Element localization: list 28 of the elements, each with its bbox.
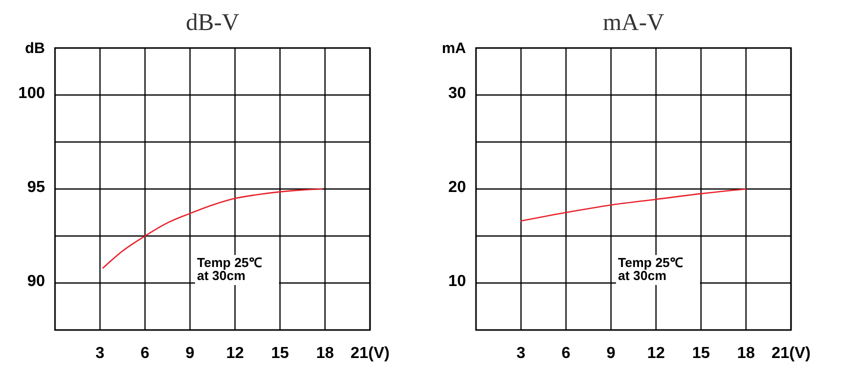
y-tick-label: 30	[448, 85, 466, 102]
y-tick-label: 90	[27, 273, 46, 290]
y-axis-title: mA	[442, 40, 466, 57]
x-tick-label: 21(V)	[771, 345, 811, 362]
x-tick-label: 9	[606, 345, 616, 362]
y-tick-label: 95	[27, 179, 46, 196]
x-tick-label: 3	[516, 345, 526, 362]
x-tick-label: 12	[647, 345, 665, 362]
x-tick-label: 21(V)	[350, 345, 390, 362]
y-tick-label: 10	[448, 273, 466, 290]
line-series	[102, 188, 323, 269]
x-tick-label: 6	[140, 345, 150, 362]
x-tick-label: 12	[226, 345, 244, 362]
y-axis-title: dB	[25, 40, 46, 57]
line-series	[520, 188, 747, 222]
x-tick-label: 15	[271, 345, 289, 362]
annotation: Temp 25℃ at 30cm	[197, 255, 262, 283]
x-tick-label: 18	[316, 345, 334, 362]
annotation: Temp 25℃ at 30cm	[618, 255, 683, 283]
x-tick-label: 18	[737, 345, 755, 362]
chart-title: mA-V	[602, 10, 665, 36]
x-tick-label: 15	[692, 345, 710, 362]
chart-title: dB-V	[186, 10, 240, 36]
y-tick-label: 20	[448, 179, 466, 196]
x-tick-label: 9	[186, 345, 195, 362]
x-tick-label: 3	[96, 345, 105, 362]
y-tick-label: 100	[18, 85, 46, 102]
x-tick-label: 6	[562, 345, 571, 362]
